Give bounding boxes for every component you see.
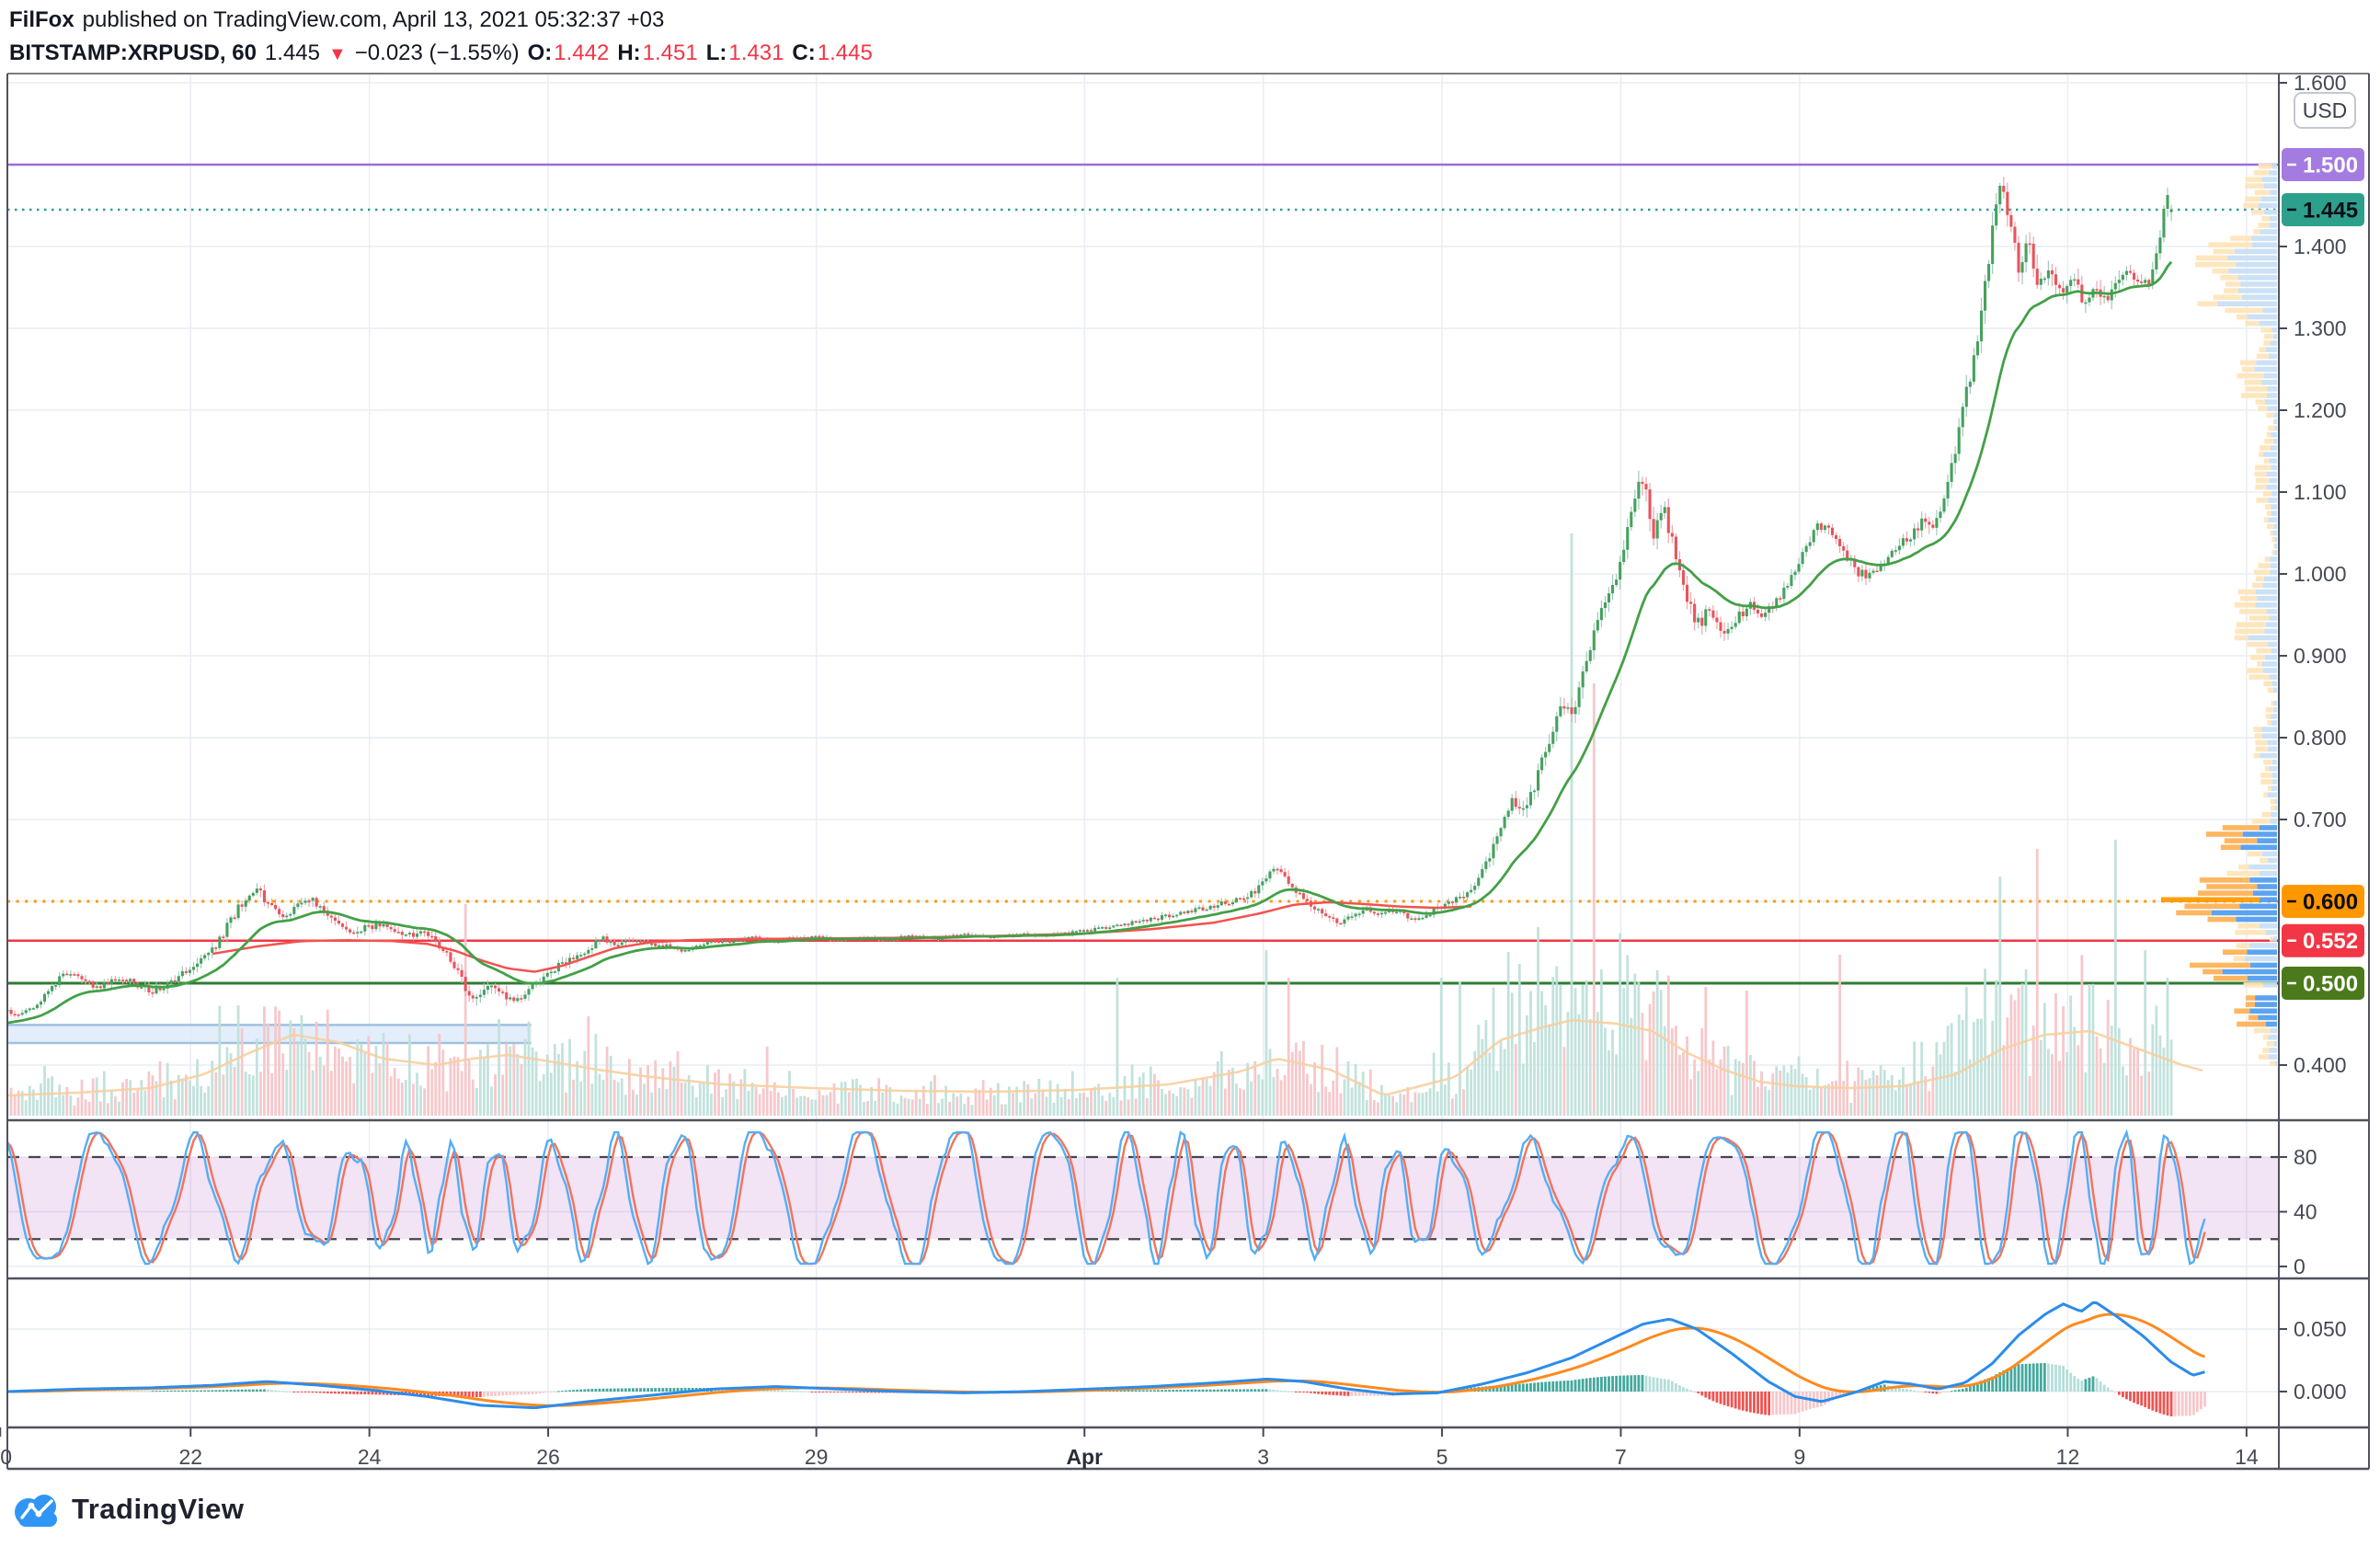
svg-text:1.600: 1.600 — [2294, 71, 2347, 95]
svg-text:3: 3 — [1257, 1445, 1269, 1469]
svg-text:80: 80 — [2294, 1145, 2317, 1169]
svg-text:26: 26 — [536, 1445, 560, 1469]
svg-text:1.500: 1.500 — [2303, 154, 2358, 178]
stochastic-pane[interactable] — [7, 1129, 2279, 1266]
volume-bars — [7, 533, 2173, 1116]
svg-text:0: 0 — [2294, 1255, 2306, 1278]
low-value: L: 1.431 — [705, 40, 784, 65]
macd-pane[interactable] — [6, 1301, 2206, 1416]
tradingview-cloud-icon — [15, 1495, 57, 1527]
svg-text:22: 22 — [178, 1445, 202, 1469]
svg-text:12: 12 — [2056, 1445, 2080, 1469]
svg-text:7: 7 — [1615, 1445, 1627, 1469]
tradingview-logo[interactable]: TradingView — [13, 1488, 245, 1530]
volume-profile — [2161, 163, 2277, 1067]
svg-text:20: 20 — [0, 1445, 12, 1469]
publish-info: published on TradingView.com, April 13, … — [82, 7, 665, 32]
open-value: O: 1.442 — [527, 40, 610, 65]
svg-text:24: 24 — [358, 1445, 382, 1469]
svg-text:14: 14 — [2235, 1445, 2259, 1469]
stoch-k-line — [7, 1129, 2206, 1266]
price-badge-1.445[interactable]: 1.445 — [2282, 192, 2364, 226]
tradingview-wordmark: TradingView — [72, 1493, 245, 1525]
price-change: −0.023 (−1.55%) — [354, 40, 520, 65]
down-triangle-icon: ▼ — [327, 44, 347, 64]
price-axis[interactable]: 1.600 1.400 1.300 1.200 1.100 1.000 0.900 0.800… — [2279, 71, 2364, 1404]
svg-text:0.400: 0.400 — [2294, 1053, 2347, 1077]
close-value: C: 1.445 — [792, 40, 873, 65]
volume-ma-line — [7, 1018, 2203, 1097]
price-badge-0.552[interactable]: 0.552 — [2282, 923, 2364, 957]
svg-text:0.050: 0.050 — [2294, 1317, 2347, 1341]
author-name: FilFox — [9, 7, 74, 32]
svg-text:0.800: 0.800 — [2294, 726, 2347, 750]
svg-text:29: 29 — [805, 1445, 829, 1469]
svg-text:0.700: 0.700 — [2294, 808, 2347, 831]
svg-text:1.000: 1.000 — [2294, 562, 2347, 586]
svg-text:1.300: 1.300 — [2294, 316, 2347, 340]
svg-text:40: 40 — [2294, 1200, 2317, 1224]
svg-text:1.400: 1.400 — [2294, 235, 2347, 258]
symbol-interval: BITSTAMP:XRPUSD, 60 — [9, 40, 257, 65]
svg-text:Apr: Apr — [1066, 1445, 1103, 1469]
svg-text:0.000: 0.000 — [2294, 1380, 2347, 1404]
last-price: 1.445 — [264, 40, 320, 65]
green-ma-line — [7, 260, 2173, 1025]
stoch-d-line — [7, 1130, 2206, 1266]
svg-text:1.100: 1.100 — [2294, 480, 2347, 504]
symbol-line: BITSTAMP:XRPUSD, 60 1.445 ▼ −0.023 (−1.5… — [9, 40, 873, 66]
svg-text:0.900: 0.900 — [2294, 644, 2347, 668]
price-badge-0.500[interactable]: 0.500 — [2282, 967, 2364, 1000]
high-value: H: 1.451 — [617, 40, 698, 65]
price-badge-1.500[interactable]: 1.500 — [2282, 148, 2364, 181]
panel-frame — [6, 73, 2370, 1471]
svg-text:0.500: 0.500 — [2303, 972, 2358, 997]
currency-toggle-button[interactable]: USD — [2294, 92, 2356, 129]
svg-text:9: 9 — [1793, 1445, 1805, 1469]
svg-text:0.552: 0.552 — [2303, 929, 2358, 954]
svg-text:0.600: 0.600 — [2303, 890, 2358, 915]
macd-line — [7, 1301, 2205, 1410]
publish-line: FilFox published on TradingView.com, Apr… — [9, 7, 664, 33]
svg-text:5: 5 — [1436, 1445, 1448, 1469]
svg-text:1.445: 1.445 — [2303, 198, 2358, 223]
svg-text:1.200: 1.200 — [2294, 398, 2347, 422]
price-badge-0.600[interactable]: 0.600 — [2282, 885, 2364, 918]
candlestick-series — [7, 177, 2173, 1018]
time-axis[interactable]: 20 22 24 26 29 Apr 3 5 7 9 12 14 — [0, 1427, 2259, 1469]
